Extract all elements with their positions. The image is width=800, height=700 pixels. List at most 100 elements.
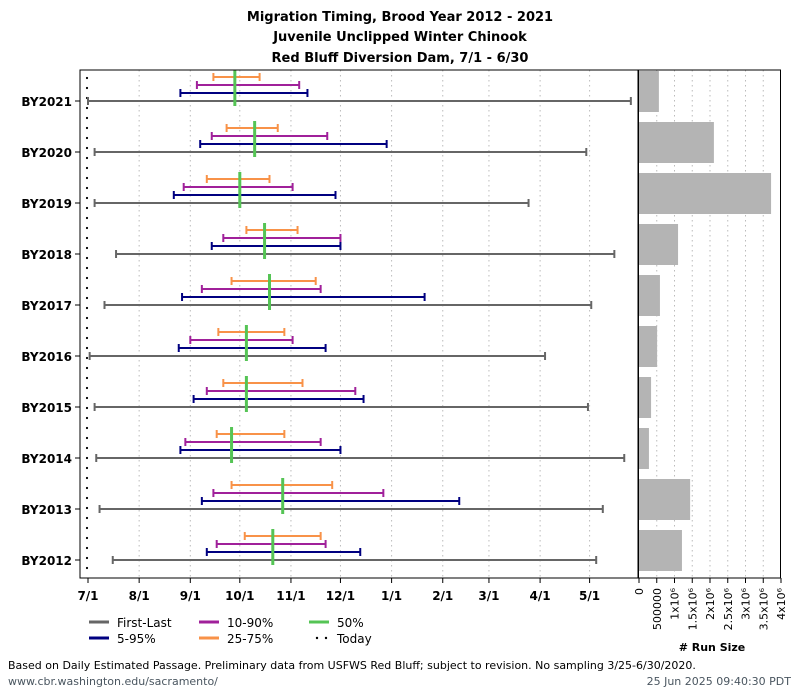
today-marker-dot (85, 476, 89, 480)
chart-title-line-2: Juvenile Unclipped Winter Chinook (272, 30, 527, 45)
run-size-bar (639, 173, 772, 214)
x-tick-label: 10/1 (225, 589, 254, 603)
today-marker-dot (85, 266, 89, 270)
run-size-bar (639, 479, 691, 520)
today-marker-dot (85, 136, 89, 140)
today-marker-dot (85, 76, 89, 80)
today-marker-dot (85, 196, 89, 200)
today-marker-dot (85, 526, 89, 530)
today-marker-dot (85, 506, 89, 510)
y-label-by2019: BY2019 (21, 197, 72, 211)
today-marker-dot (85, 396, 89, 400)
today-marker-dot (85, 376, 89, 380)
x-tick-label: 2/1 (432, 589, 453, 603)
bar-x-tick-label: 4x10⁶ (775, 587, 788, 620)
x-tick-label: 9/1 (180, 589, 201, 603)
run-size-bar (639, 224, 679, 265)
y-label-by2018: BY2018 (21, 248, 72, 262)
x-tick-label: 1/1 (381, 589, 402, 603)
today-marker-dot (85, 536, 89, 540)
footer-url[interactable]: www.cbr.washington.edu/sacramento/ (8, 675, 218, 688)
run-size-bar (639, 428, 649, 469)
today-marker-dot (85, 386, 89, 390)
run-size-bar (639, 326, 658, 367)
x-tick-label: 4/1 (530, 589, 551, 603)
today-marker-dot (85, 366, 89, 370)
today-marker-dot (85, 566, 89, 570)
x-tick-label: 8/1 (129, 589, 150, 603)
x-tick-label: 12/1 (326, 589, 355, 603)
today-marker-dot (85, 446, 89, 450)
today-marker-dot (85, 276, 89, 280)
today-marker-dot (85, 326, 89, 330)
today-marker-dot (85, 156, 89, 160)
today-marker-dot (85, 306, 89, 310)
today-marker-dot (85, 226, 89, 230)
y-label-by2012: BY2012 (21, 554, 72, 568)
today-marker-dot (85, 316, 89, 320)
today-marker-dot (85, 406, 89, 410)
x-tick-label: 5/1 (579, 589, 600, 603)
bar-x-tick-label: 1.5x10⁶ (686, 587, 699, 630)
today-marker-dot (85, 146, 89, 150)
legend-label-p5_95: 5-95% (117, 632, 156, 646)
today-marker-dot (85, 436, 89, 440)
x-tick-label: 3/1 (478, 589, 499, 603)
bar-x-tick-label: 1x10⁶ (669, 587, 682, 620)
legend-label-today: Today (336, 632, 372, 646)
today-marker-dot (85, 456, 89, 460)
footer-note: Based on Daily Estimated Passage. Prelim… (8, 659, 696, 672)
today-marker-dot (85, 166, 89, 170)
y-label-by2013: BY2013 (21, 503, 72, 517)
today-marker-dot (85, 256, 89, 260)
run-size-bar (639, 71, 659, 112)
run-size-bar (639, 122, 714, 163)
legend-label-p10_90: 10-90% (227, 616, 273, 630)
today-marker-dot (85, 246, 89, 250)
y-label-by2015: BY2015 (21, 401, 72, 415)
footer-timestamp: 25 Jun 2025 09:40:30 PDT (646, 675, 791, 688)
today-marker-dot (85, 416, 89, 420)
bar-x-tick-label: 2x10⁶ (704, 587, 717, 620)
bar-x-tick-label: 2.5x10⁶ (722, 587, 735, 630)
today-marker-dot (85, 106, 89, 110)
today-marker-dot (85, 286, 89, 290)
y-label-by2014: BY2014 (21, 452, 72, 466)
today-marker-dot (85, 426, 89, 430)
run-size-bar (639, 275, 660, 316)
run-size-bar (639, 530, 682, 571)
today-marker-dot (85, 116, 89, 120)
y-label-by2016: BY2016 (21, 350, 72, 364)
bar-x-tick-label: 500000 (651, 588, 664, 630)
run-size-axis-label: # Run Size (679, 641, 746, 654)
bar-x-tick-label: 0 (633, 588, 646, 595)
today-marker-dot (85, 86, 89, 90)
today-marker-dot (85, 356, 89, 360)
today-marker-dot (85, 546, 89, 550)
x-tick-label: 11/1 (276, 589, 305, 603)
legend-label-p50: 50% (337, 616, 364, 630)
today-marker-dot (85, 216, 89, 220)
legend-label-first_last: First-Last (117, 616, 172, 630)
y-label-by2021: BY2021 (21, 95, 72, 109)
today-marker-dot (85, 496, 89, 500)
y-label-by2020: BY2020 (21, 146, 72, 160)
today-marker-dot (85, 126, 89, 130)
today-marker-dot (85, 206, 89, 210)
bar-x-tick-label: 3x10⁶ (740, 587, 753, 620)
today-marker-dot (85, 336, 89, 340)
today-marker-dot (85, 296, 89, 300)
chart-title-line-1: Migration Timing, Brood Year 2012 - 2021 (247, 10, 553, 25)
run-size-bar (639, 377, 652, 418)
today-marker-dot (85, 466, 89, 470)
today-marker-dot (85, 186, 89, 190)
legend-label-p25_75: 25-75% (227, 632, 273, 646)
today-marker-dot (85, 236, 89, 240)
today-marker-dot (85, 486, 89, 490)
x-tick-label: 7/1 (77, 589, 98, 603)
today-marker-dot (85, 346, 89, 350)
legend-swatch-today (315, 636, 319, 640)
legend-swatch-today (324, 636, 328, 640)
chart-title-line-3: Red Bluff Diversion Dam, 7/1 - 6/30 (272, 51, 529, 66)
